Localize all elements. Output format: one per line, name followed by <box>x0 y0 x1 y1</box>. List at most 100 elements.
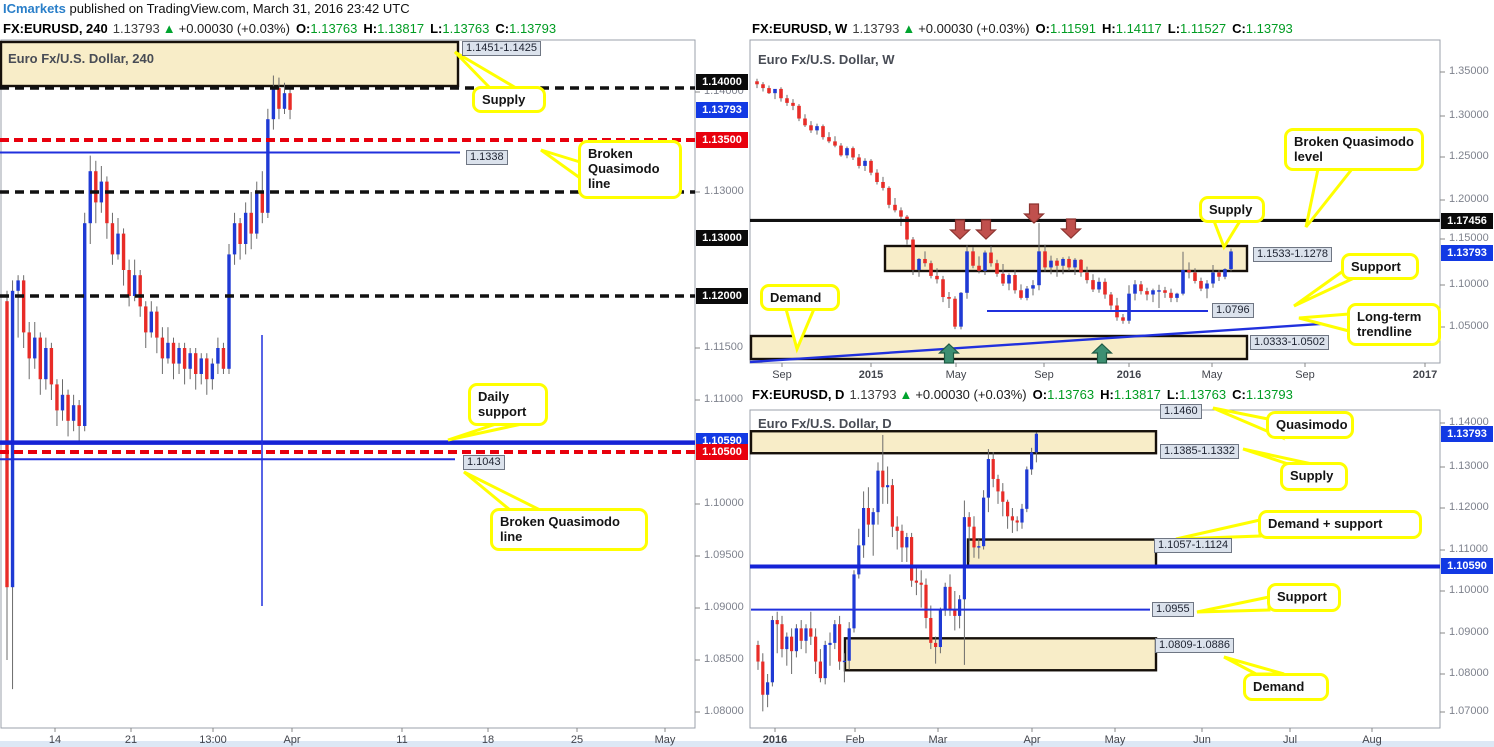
close-label: C: <box>1232 21 1246 36</box>
price-badge: 1.17456 <box>1441 213 1493 229</box>
axis-tick-label: 1.10000 <box>1449 278 1489 290</box>
time-axis-label: 21 <box>124 734 138 746</box>
level-chip: 1.0796 <box>1212 303 1254 318</box>
last-price: 1.13793 <box>849 387 897 402</box>
axis-tick-label: 1.11000 <box>1449 543 1488 555</box>
price-badge: 1.14000 <box>696 74 748 90</box>
price-badge: 1.12000 <box>696 288 748 304</box>
header-daily: FX:EURUSD, D 1.13793 ▲ +0.00030 (+0.03%) O:1… <box>752 387 1293 402</box>
price-badge: 1.10590 <box>1441 558 1493 574</box>
open-value: 1.13763 <box>310 21 358 36</box>
axis-tick-label: 1.09000 <box>704 601 744 613</box>
axis-tick-label: 1.30000 <box>1449 109 1489 121</box>
open-label: O: <box>1032 387 1048 402</box>
time-axis-label: 13:00 <box>199 734 227 746</box>
symbol-label: FX:EURUSD, W <box>752 21 848 36</box>
axis-tick-label: 1.09500 <box>704 549 744 561</box>
level-chip: 1.1338 <box>466 150 508 165</box>
low-value: 1.13763 <box>442 21 490 36</box>
symbol-label: FX:EURUSD, 240 <box>3 21 108 36</box>
axis-tick-label: 1.14000 <box>1449 416 1489 428</box>
level-chip: 1.1043 <box>463 455 505 470</box>
supply-zone-box <box>749 430 1158 455</box>
high-value: 1.13817 <box>1113 387 1161 402</box>
h4-chart-title: Euro Fx/U.S. Dollar, 240 <box>8 51 154 66</box>
up-triangle-icon: ▲ <box>162 21 176 36</box>
price-badge: 1.13500 <box>696 132 748 148</box>
h4-candlestick-series <box>5 75 292 690</box>
time-axis-label: 18 <box>481 734 495 746</box>
bottom-strip <box>0 741 1494 747</box>
time-axis-label: Apr <box>1023 734 1041 746</box>
axis-tick-label: 1.13000 <box>1449 460 1489 472</box>
time-axis-label: Aug <box>1362 734 1382 746</box>
h4-plot-border <box>0 39 696 729</box>
close-label: C: <box>495 21 510 36</box>
axis-tick-label: 1.09000 <box>1449 626 1489 638</box>
published-text: published on TradingView.com, March 31, … <box>65 1 410 16</box>
time-axis-label: 25 <box>570 734 584 746</box>
close-value: 1.13793 <box>1245 387 1293 402</box>
price-change: +0.00030 (+0.03%) <box>918 21 1030 36</box>
price-change: +0.00030 (+0.03%) <box>178 21 290 36</box>
level-chip: 1.0955 <box>1152 602 1194 617</box>
level-chip: 1.1460 <box>1160 404 1202 419</box>
time-axis-label: 2015 <box>858 369 884 381</box>
low-value: 1.11527 <box>1180 21 1227 36</box>
header-weekly: FX:EURUSD, W 1.13793 ▲ +0.00030 (+0.03%) O:1… <box>752 21 1293 36</box>
level-chip: 1.1451-1.1425 <box>462 41 541 56</box>
close-value: 1.13793 <box>1245 21 1293 36</box>
low-value: 1.13763 <box>1179 387 1227 402</box>
down-arrow-icon <box>948 219 972 240</box>
high-label: H: <box>363 21 378 36</box>
axis-tick-label: 1.10000 <box>704 497 744 509</box>
high-value: 1.13817 <box>377 21 425 36</box>
axis-tick-label: 1.25000 <box>1449 150 1489 162</box>
brand-name: ICmarkets <box>3 1 66 16</box>
open-label: O: <box>1035 21 1050 36</box>
time-axis-label: 2016 <box>1116 369 1142 381</box>
up-arrow-icon <box>937 343 961 364</box>
price-badge: 1.13793 <box>1441 426 1493 442</box>
down-arrow-icon <box>1022 203 1046 224</box>
supply-zone-box <box>883 244 1249 273</box>
low-label: L: <box>430 21 443 36</box>
callout-demand-support: Demand + support <box>1258 510 1422 539</box>
weekly-plot-border <box>749 39 1441 364</box>
up-arrow-icon <box>1090 343 1114 364</box>
axis-tick-label: 1.11000 <box>704 393 743 405</box>
time-axis-label: Apr <box>283 734 301 746</box>
daily-chart-title: Euro Fx/U.S. Dollar, D <box>758 416 892 431</box>
axis-tick-label: 1.12000 <box>1449 501 1489 513</box>
time-axis-label: 11 <box>396 734 408 746</box>
time-axis-label: May <box>1201 369 1223 381</box>
weekly-chart-title: Euro Fx/U.S. Dollar, W <box>758 52 895 67</box>
time-axis-label: May <box>1104 734 1126 746</box>
close-value: 1.13793 <box>509 21 557 36</box>
time-axis-label: Sep <box>1295 369 1315 381</box>
callout-support: Support <box>1267 583 1341 612</box>
axis-tick-label: 1.20000 <box>1449 193 1489 205</box>
high-label: H: <box>1102 21 1116 36</box>
callout-supply: Supply <box>472 86 546 113</box>
daily-candlestick-series <box>756 432 1038 712</box>
demand-support-zone-box <box>966 538 1158 569</box>
daily-plot-border <box>749 409 1441 729</box>
callout-daily: Daily support <box>468 383 548 426</box>
axis-tick-label: 1.08000 <box>704 705 744 717</box>
down-arrow-icon <box>974 219 998 240</box>
low-label: L: <box>1167 21 1181 36</box>
open-value: 1.13763 <box>1047 387 1095 402</box>
axis-tick-label: 1.08500 <box>704 653 744 665</box>
open-label: O: <box>295 21 311 36</box>
callout-long-term: Long-term trendline <box>1347 303 1441 346</box>
callout-broken-quasimodo: Broken Quasimodo level <box>1284 128 1424 171</box>
time-axis-label: 14 <box>48 734 62 746</box>
price-badge: 1.13000 <box>696 230 748 246</box>
time-axis-label: May <box>654 734 676 746</box>
symbol-label: FX:EURUSD, D <box>752 387 845 402</box>
callout-broken-quasimodo: Broken Quasimodo line <box>490 508 648 551</box>
callout-supply: Supply <box>1199 196 1265 223</box>
